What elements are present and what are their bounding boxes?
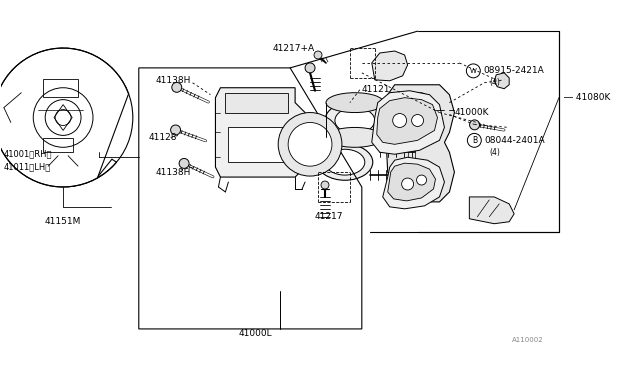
Text: 41151M: 41151M [45, 217, 81, 226]
Text: A110002: A110002 [513, 337, 544, 343]
Polygon shape [388, 163, 435, 201]
Ellipse shape [325, 101, 385, 140]
Polygon shape [225, 93, 288, 113]
Polygon shape [494, 73, 509, 89]
Text: 41000L: 41000L [239, 329, 272, 338]
Text: 41138H: 41138H [156, 168, 191, 177]
Text: 41128: 41128 [148, 133, 177, 142]
Polygon shape [372, 51, 408, 81]
Circle shape [171, 125, 180, 135]
Polygon shape [228, 128, 288, 162]
Polygon shape [372, 91, 444, 154]
Text: 41217: 41217 [315, 212, 344, 221]
Ellipse shape [326, 128, 384, 147]
Circle shape [417, 175, 426, 185]
Text: 41138H: 41138H [156, 76, 191, 85]
Ellipse shape [317, 144, 372, 180]
Text: 41217+A: 41217+A [272, 44, 314, 52]
Polygon shape [216, 88, 305, 177]
Circle shape [278, 113, 342, 176]
Text: (4): (4) [489, 78, 500, 87]
Circle shape [470, 120, 479, 130]
Text: 41011〈LH〉: 41011〈LH〉 [3, 163, 51, 171]
Text: ― 41080K: ― 41080K [564, 93, 611, 102]
Circle shape [412, 115, 424, 126]
Circle shape [408, 93, 431, 116]
Text: 41001〈RH〉: 41001〈RH〉 [3, 150, 52, 159]
Polygon shape [469, 197, 514, 224]
Text: B: B [472, 136, 477, 145]
Circle shape [179, 158, 189, 169]
Circle shape [305, 63, 315, 73]
Text: 08044-2401A: 08044-2401A [484, 136, 545, 145]
Text: 08915-2421A: 08915-2421A [483, 66, 544, 76]
Circle shape [402, 178, 413, 190]
Text: 41121: 41121 [362, 85, 390, 94]
Polygon shape [377, 98, 438, 144]
Circle shape [321, 181, 329, 189]
Ellipse shape [335, 108, 375, 134]
Circle shape [288, 122, 332, 166]
Ellipse shape [325, 149, 365, 175]
Polygon shape [385, 85, 454, 202]
Text: W: W [470, 68, 477, 74]
Text: 41000K: 41000K [454, 108, 489, 117]
Text: (4): (4) [489, 148, 500, 157]
Ellipse shape [326, 93, 384, 113]
Polygon shape [383, 157, 444, 209]
Circle shape [314, 51, 322, 59]
Circle shape [172, 82, 182, 92]
Circle shape [408, 162, 431, 186]
Circle shape [393, 113, 406, 128]
